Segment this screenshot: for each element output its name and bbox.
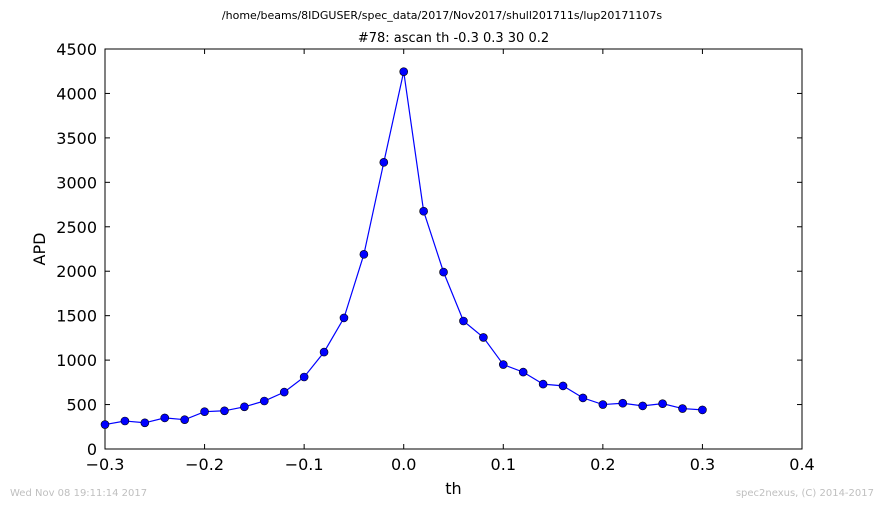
y-tick-label: 1500 — [56, 307, 97, 326]
y-tick-label: 3500 — [56, 129, 97, 148]
data-point — [120, 416, 130, 426]
timestamp-footer: Wed Nov 08 19:11:14 2017 — [10, 488, 148, 499]
x-tick-label: 0.0 — [391, 455, 416, 474]
y-tick-label: 2500 — [56, 218, 97, 237]
data-point — [498, 360, 508, 369]
x-tick-label: 0.4 — [789, 455, 814, 474]
x-tick-label: −0.1 — [285, 455, 324, 474]
data-point — [240, 402, 249, 412]
y-tick-label: 3000 — [56, 173, 97, 192]
data-point — [200, 407, 209, 416]
data-point — [439, 267, 448, 277]
data-point — [678, 404, 687, 413]
y-tick-label: 4000 — [56, 84, 97, 103]
data-point — [260, 396, 269, 406]
data-point — [658, 399, 667, 408]
data-point — [518, 367, 528, 377]
data-point — [339, 313, 349, 323]
data-point — [638, 401, 647, 411]
data-point — [379, 158, 389, 167]
data-point — [279, 387, 289, 397]
data-point — [538, 379, 548, 389]
data-point — [319, 347, 329, 357]
x-tick-label: 0.1 — [491, 455, 516, 474]
y-tick-label: 0 — [87, 440, 97, 459]
data-point — [180, 415, 189, 424]
data-point — [359, 250, 369, 259]
data-point — [299, 372, 309, 382]
data-point — [698, 405, 707, 415]
data-point — [558, 381, 568, 391]
data-point — [220, 406, 229, 416]
plot-area — [100, 48, 803, 450]
x-axis: −0.3 −0.2 −0.1 0.0 0.1 0.2 0.3 0.4 — [86, 49, 815, 474]
x-tick-label: −0.2 — [185, 455, 224, 474]
y-tick-label: 1000 — [56, 351, 97, 370]
y-axis-label: APD — [30, 233, 49, 266]
y-tick-label: 4500 — [56, 40, 97, 59]
data-point — [100, 420, 110, 429]
data-point — [140, 418, 150, 428]
data-point — [598, 400, 608, 409]
data-point — [459, 316, 468, 326]
series-line — [104, 71, 703, 426]
suptitle: /home/beams/8IDGUSER/spec_data/2017/Nov2… — [221, 9, 663, 22]
data-point — [419, 206, 428, 216]
data-point — [160, 413, 170, 423]
credit-footer: spec2nexus, (C) 2014-2017 — [735, 488, 874, 499]
data-point — [618, 398, 628, 408]
x-tick-label: 0.2 — [590, 455, 615, 474]
chart-title: #78: ascan th -0.3 0.3 30 0.2 — [358, 31, 549, 46]
data-point — [479, 333, 488, 342]
y-tick-label: 500 — [66, 396, 97, 415]
plot-frame — [104, 48, 803, 450]
x-tick-label: −0.3 — [86, 455, 125, 474]
x-axis-label: th — [445, 479, 461, 498]
data-point — [399, 67, 409, 76]
y-tick-label: 2000 — [56, 262, 97, 281]
data-point — [578, 393, 588, 403]
y-axis: 0 500 1000 1500 2000 2500 3000 3500 4000 4500 — [56, 40, 802, 459]
x-tick-label: 0.3 — [690, 455, 715, 474]
